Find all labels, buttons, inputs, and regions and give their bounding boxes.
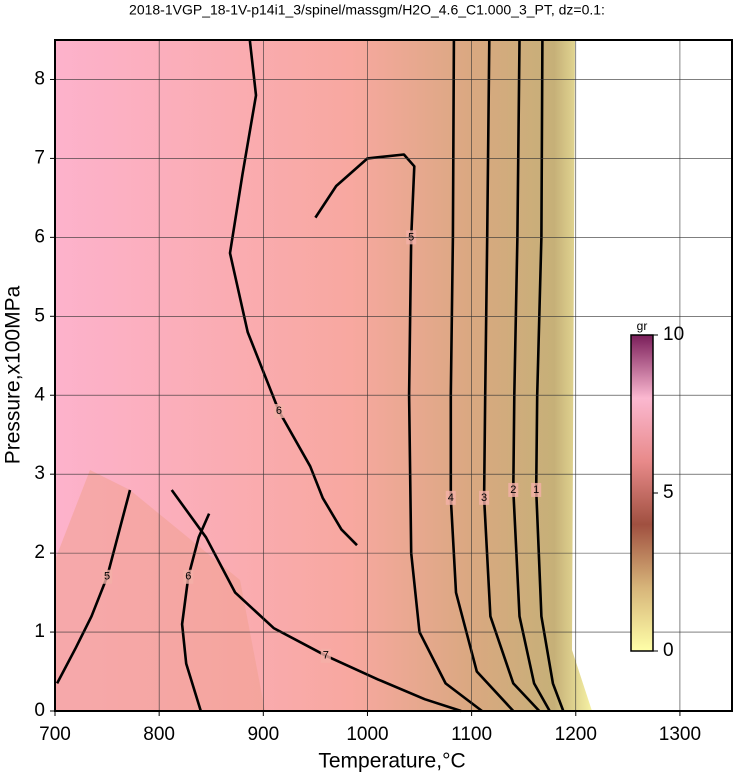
contour-line <box>180 513 211 712</box>
contour-label: 2 <box>510 484 516 496</box>
colorbar-tick-label: 5 <box>663 482 674 503</box>
colorbar <box>630 334 654 652</box>
y-tick-label: 5 <box>34 305 45 326</box>
contour-label: 6 <box>276 405 282 417</box>
y-tick-label: 7 <box>34 147 45 168</box>
contour-line <box>170 489 462 713</box>
colorbar-tick-label: 10 <box>663 324 684 345</box>
contour-line <box>55 489 132 685</box>
contour-label-bg <box>320 648 331 663</box>
y-tick-label: 8 <box>34 68 45 89</box>
contour-label-bg <box>102 569 113 584</box>
contour-label: 4 <box>448 492 454 504</box>
contour-label: 5 <box>104 571 110 583</box>
contour-label: 7 <box>323 650 329 662</box>
contour-label-bg <box>445 490 456 505</box>
field-fill-lowleft <box>55 470 265 711</box>
x-tick-label: 700 <box>39 724 71 745</box>
contour-label-bg <box>479 490 490 505</box>
x-tick-label: 1000 <box>346 724 388 745</box>
y-tick-label: 2 <box>34 542 45 563</box>
plot-frame <box>54 39 733 712</box>
colorbar-label: gr <box>637 319 648 333</box>
x-tick-label: 1300 <box>659 724 701 745</box>
chart-title: 2018-1VGP_18-1V-p14i1_3/spinel/massgm/H2… <box>129 2 605 18</box>
colorbar-tick-label: 0 <box>663 640 674 661</box>
y-tick-label: 0 <box>34 700 45 721</box>
contour-label-bg <box>273 404 284 419</box>
y-axis-label: Pressure,x100MPa <box>2 285 25 464</box>
x-tick-label: 1100 <box>451 724 492 745</box>
x-axis-label: Temperature,°C <box>318 750 465 773</box>
y-tick-label: 3 <box>34 463 45 484</box>
x-tick-label: 800 <box>143 724 175 745</box>
contour-label-bg <box>183 569 194 584</box>
contour-label: 1 <box>533 484 539 496</box>
x-tick-label: 900 <box>247 724 279 745</box>
y-tick-label: 4 <box>34 384 45 405</box>
y-tick-label: 1 <box>34 621 45 642</box>
contour-label-bg <box>531 482 542 497</box>
contour-label: 6 <box>185 571 191 583</box>
contour-label: 3 <box>481 492 487 504</box>
x-tick-label: 1200 <box>555 724 597 745</box>
contour-label-bg <box>508 482 519 497</box>
y-tick-label: 6 <box>34 226 45 247</box>
